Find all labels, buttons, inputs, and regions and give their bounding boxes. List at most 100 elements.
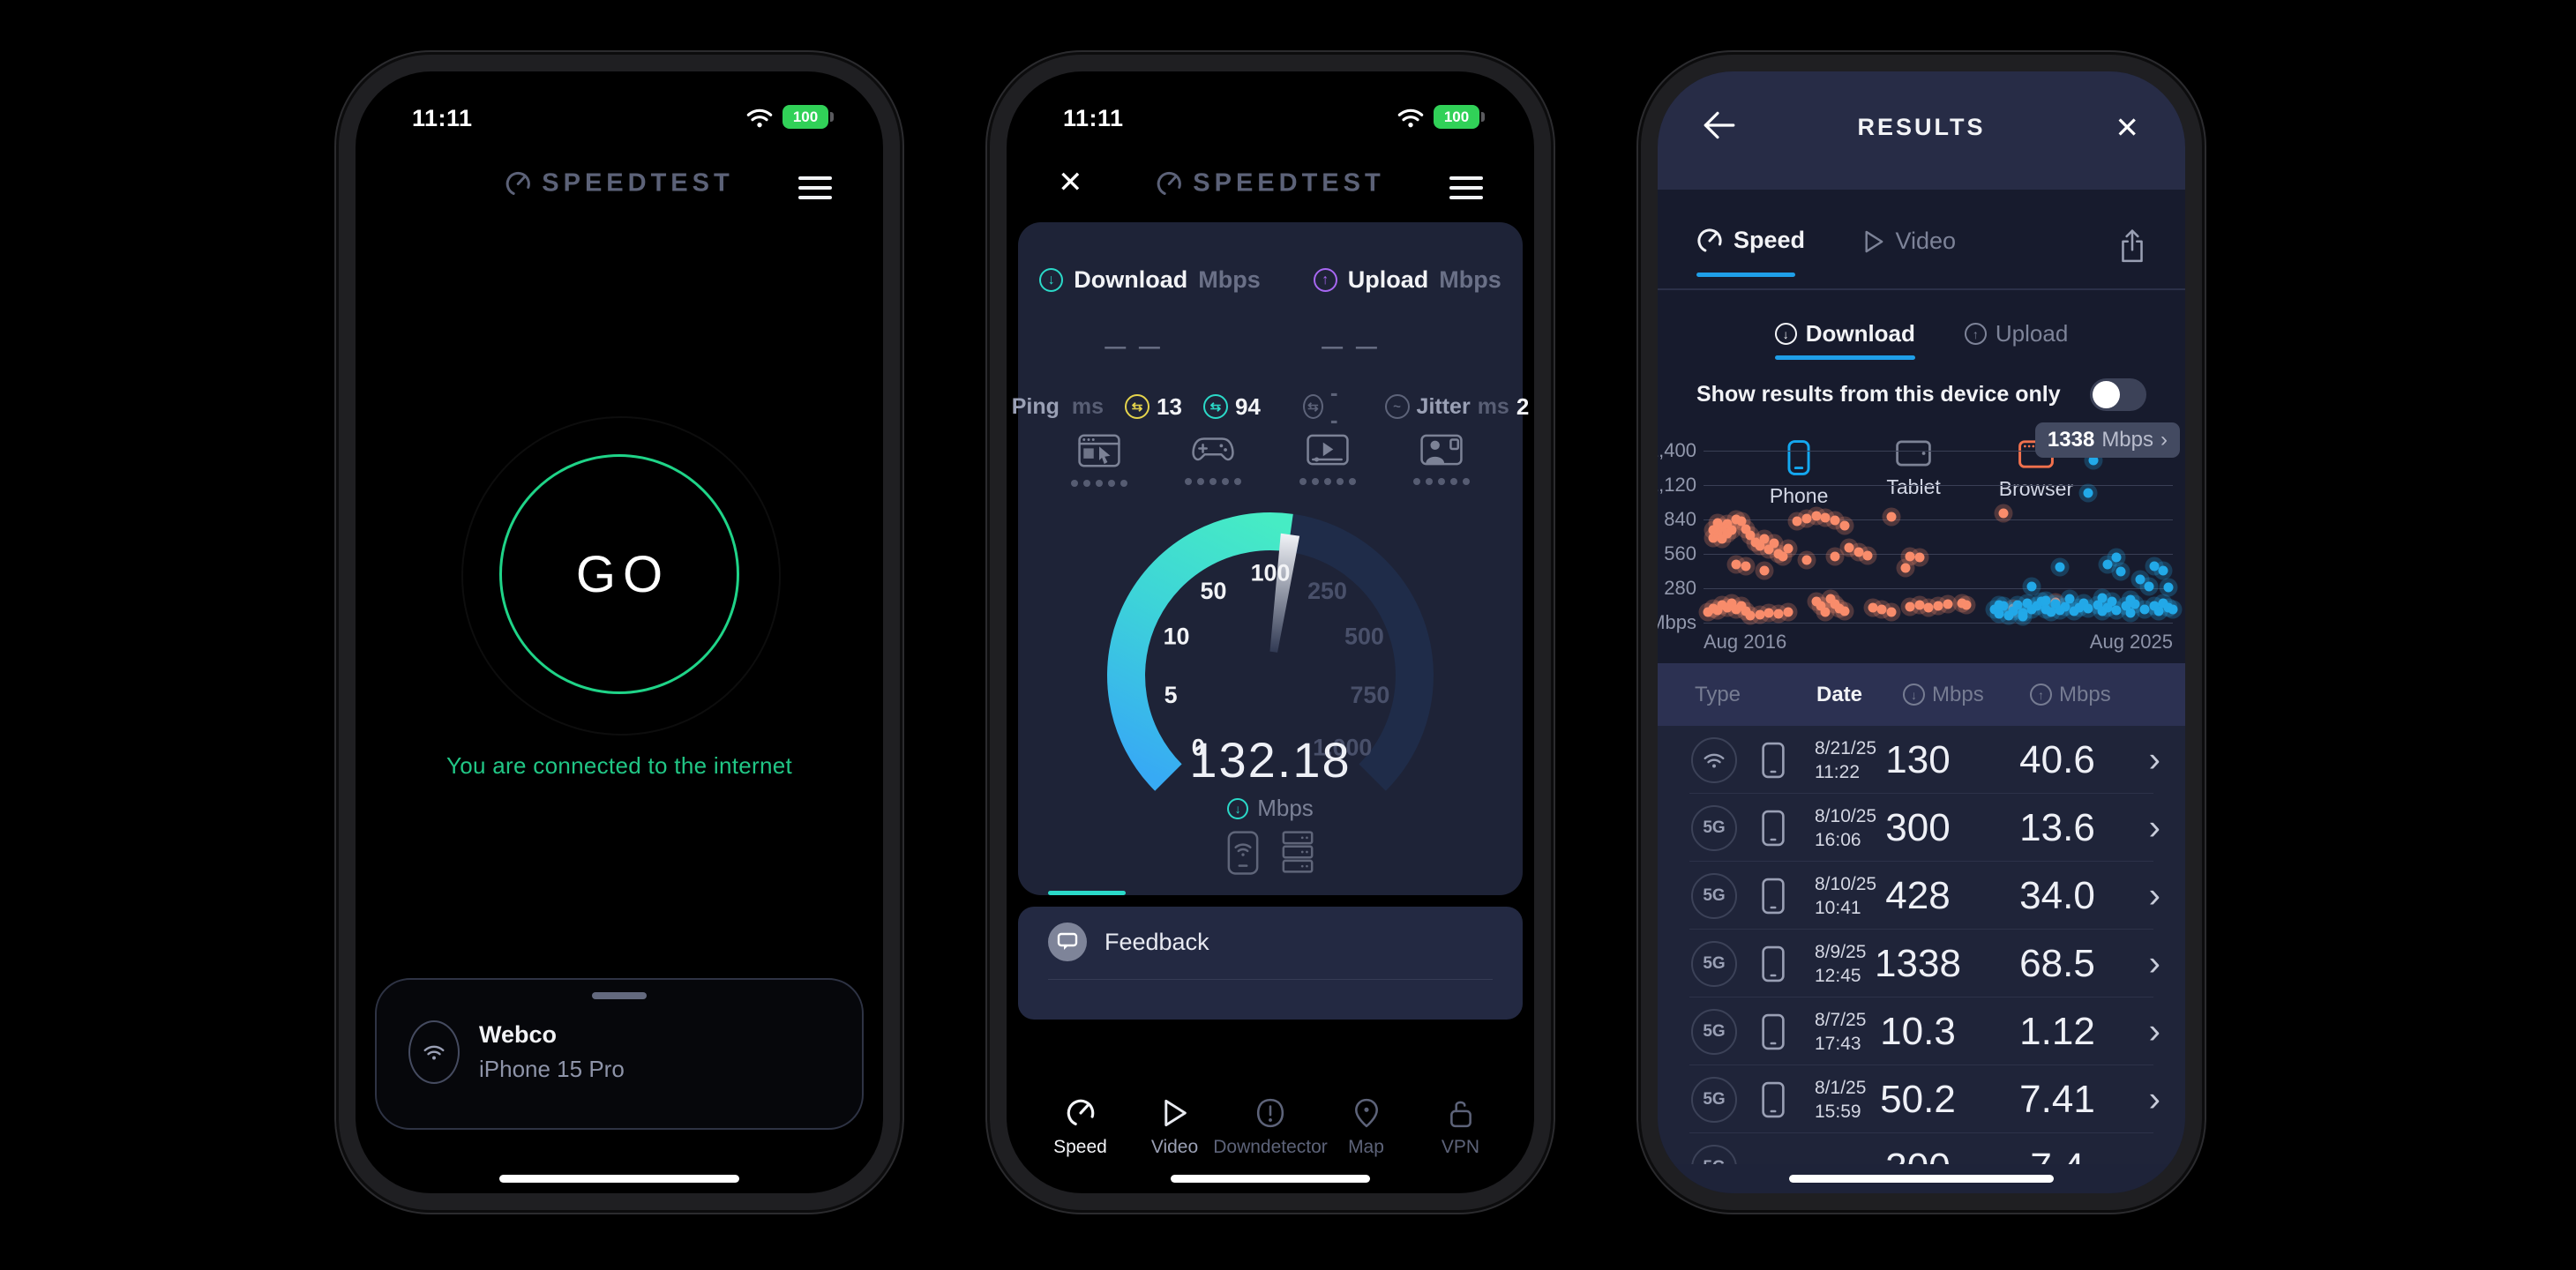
download-label: Download [1074,266,1188,293]
chevron-right-icon[interactable]: › [2148,876,2160,915]
5g-type-icon: 5G [1691,1008,1737,1055]
filter-browser[interactable]: Browser [1999,440,2073,508]
nav-speed[interactable]: Speed [1033,1098,1127,1158]
data-point [1820,512,1831,523]
phone-device-icon [1762,742,1785,779]
data-point [1994,609,2004,619]
data-point [1961,600,1972,610]
data-point [2111,552,2122,563]
home-indicator[interactable] [1171,1175,1370,1183]
video-player-icon [1306,434,1349,466]
data-point [1717,534,1727,544]
streaming-category[interactable] [1299,434,1356,487]
browsing-category[interactable] [1071,434,1127,487]
rating-dots [1071,480,1127,487]
chevron-right-icon[interactable]: › [2148,808,2160,847]
nav-vpn[interactable]: VPN [1413,1098,1508,1158]
5g-type-icon: 5G [1691,940,1737,987]
data-point [2046,607,2056,617]
data-point [1923,602,1934,613]
ping-download-icon: ⇆ [1202,394,1228,419]
result-row[interactable]: 5G 8/10/25 10:41 428 34.0 › [1658,862,2185,930]
filter-label: Phone [1769,484,1829,507]
nav-downdetector[interactable]: Downdetector [1213,1098,1328,1158]
subtab-upload[interactable]: ↑ Upload [1964,320,2068,360]
chevron-right-icon[interactable]: › [2148,1080,2160,1118]
download-metric: ↓ Download Mbps [1039,266,1261,294]
home-indicator[interactable] [499,1175,739,1183]
gauge-progress-arc [1107,512,1293,791]
data-point [1801,513,1812,524]
result-row-partial[interactable]: 5G 300 7.4 [1658,1133,2185,1164]
tab-speed[interactable]: Speed [1696,227,1805,254]
gauge-tick: 1,000 [1313,734,1372,760]
menu-icon[interactable] [1449,170,1483,205]
data-point [1736,516,1747,527]
result-row[interactable]: 5G 8/1/25 15:59 50.2 7.41 › [1658,1065,2185,1133]
history-chart: 1338 Mbps › 1,400 1,120 840 560 280 Mbps… [1658,422,2185,662]
chevron-right-icon[interactable]: › [2148,740,2160,779]
drag-handle-icon[interactable] [592,992,647,999]
result-row[interactable]: 5G 8/7/25 17:43 10.3 1.12 › [1658,997,2185,1065]
feedback-card[interactable]: Feedback [1018,907,1523,1020]
phone-right: RESULTS ✕ Speed Video [1641,55,2202,1210]
divider [1048,979,1493,980]
ping-idle-value: 13 [1157,392,1182,420]
data-point [2018,611,2028,622]
menu-icon[interactable] [798,170,832,205]
subtab-download-label: Download [1805,320,1915,347]
data-point [1816,601,1826,611]
row-download: 1338 [1875,941,1961,985]
close-icon[interactable]: ✕ [1058,166,1083,199]
connection-sheet[interactable]: Webco iPhone 15 Pro [375,978,864,1130]
filter-phone[interactable]: Phone [1769,440,1829,508]
row-upload: 1.12 [2019,1009,2095,1053]
subtab-download[interactable]: ↓ Download [1774,320,1916,360]
chevron-right-icon[interactable]: › [2148,1012,2160,1050]
share-icon[interactable] [2118,228,2146,264]
data-point [1769,538,1779,549]
result-row[interactable]: 8/21/25 11:22 130 40.6 › [1658,726,2185,794]
close-icon[interactable]: ✕ [2115,111,2139,144]
data-point [2041,595,2051,606]
row-time: 12:45 [1815,965,1861,986]
nav-label: Video [1150,1137,1199,1157]
data-point [2121,601,2131,611]
category-icons-row [1071,434,1470,487]
filter-tablet[interactable]: Tablet [1886,440,1941,508]
device-only-toggle[interactable] [2090,378,2146,411]
gauge-tick: 500 [1344,623,1384,649]
col-type: Type [1695,682,1741,706]
home-indicator[interactable] [1789,1175,2054,1183]
video-call-category[interactable] [1412,434,1470,487]
ping-label: Ping [1011,393,1060,419]
results-screen: RESULTS ✕ Speed Video [1658,71,2185,1193]
chevron-right-icon[interactable]: › [2148,944,2160,982]
data-point [2149,561,2160,572]
scatter-plot[interactable]: 1,400 1,120 840 560 280 Mbps [1658,439,2178,633]
active-tab-underline [1696,273,1795,277]
battery-level: 100 [783,105,828,129]
highlight-badge[interactable]: 1338 Mbps › [2034,422,2180,458]
go-button[interactable]: GO [461,416,781,736]
data-point [1722,602,1733,613]
data-point [1722,519,1733,529]
upload-icon: ↑ [2030,684,2052,706]
nav-video[interactable]: Video [1127,1098,1222,1158]
tab-video[interactable]: Video [1863,228,1956,255]
data-point [2074,602,2085,613]
data-point [1745,610,1756,621]
back-arrow-icon[interactable] [1700,108,1737,142]
result-row[interactable]: 5G 8/9/25 12:45 1338 68.5 › [1658,930,2185,997]
result-row[interactable]: 5G 8/10/25 16:06 300 13.6 › [1658,794,2185,862]
data-point [1886,607,1897,617]
gaming-category[interactable] [1185,434,1242,487]
battery-level: 100 [1434,105,1479,129]
nav-map[interactable]: Map [1319,1098,1413,1158]
data-point [1811,596,1822,607]
data-point [2097,593,2108,603]
download-icon: ↓ [1903,684,1925,706]
gauge-needle [1269,533,1300,653]
filter-label: Tablet [1886,475,1941,498]
data-point [1943,599,1953,609]
